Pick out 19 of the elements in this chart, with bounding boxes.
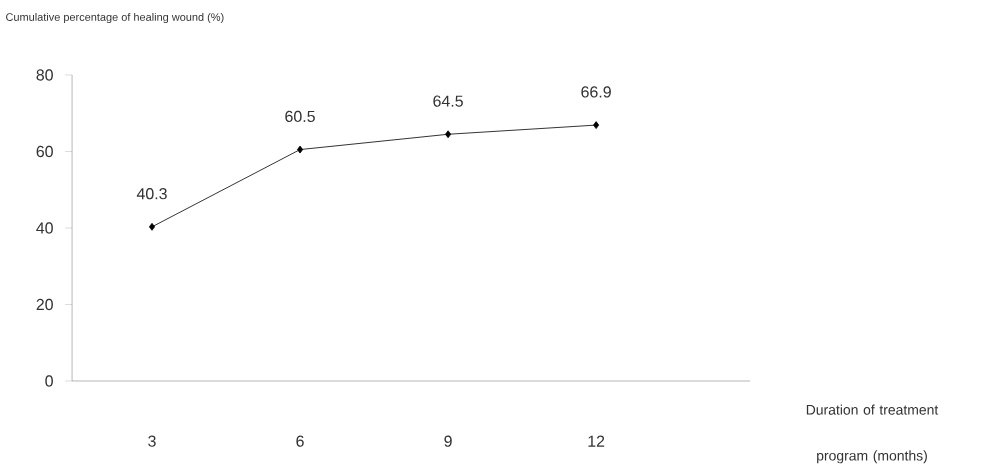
y-tick-label: 60 xyxy=(36,146,53,158)
x-tick-label: 6 xyxy=(296,435,304,447)
point xyxy=(593,121,600,130)
x-tick-label: 9 xyxy=(444,435,452,447)
y-tick-label: 0 xyxy=(45,375,53,387)
text: 66.9 xyxy=(581,86,611,98)
y-tick-label: 80 xyxy=(36,69,53,81)
point xyxy=(148,223,156,231)
point xyxy=(445,130,452,139)
text: 64.5 xyxy=(433,95,463,107)
point xyxy=(297,145,304,154)
y-axis-title: Cumulative percentage of healing wound (%) xyxy=(6,13,224,24)
y-tick-label: 40 xyxy=(36,222,53,234)
text: 60.5 xyxy=(285,110,315,123)
y-tick-label: 20 xyxy=(36,299,53,311)
text: 40.3 xyxy=(136,188,167,200)
text: Duration of treatment program (months) xyxy=(806,404,939,464)
x-tick-label: 3 xyxy=(148,435,156,447)
x-tick-label: 12 xyxy=(588,435,605,447)
